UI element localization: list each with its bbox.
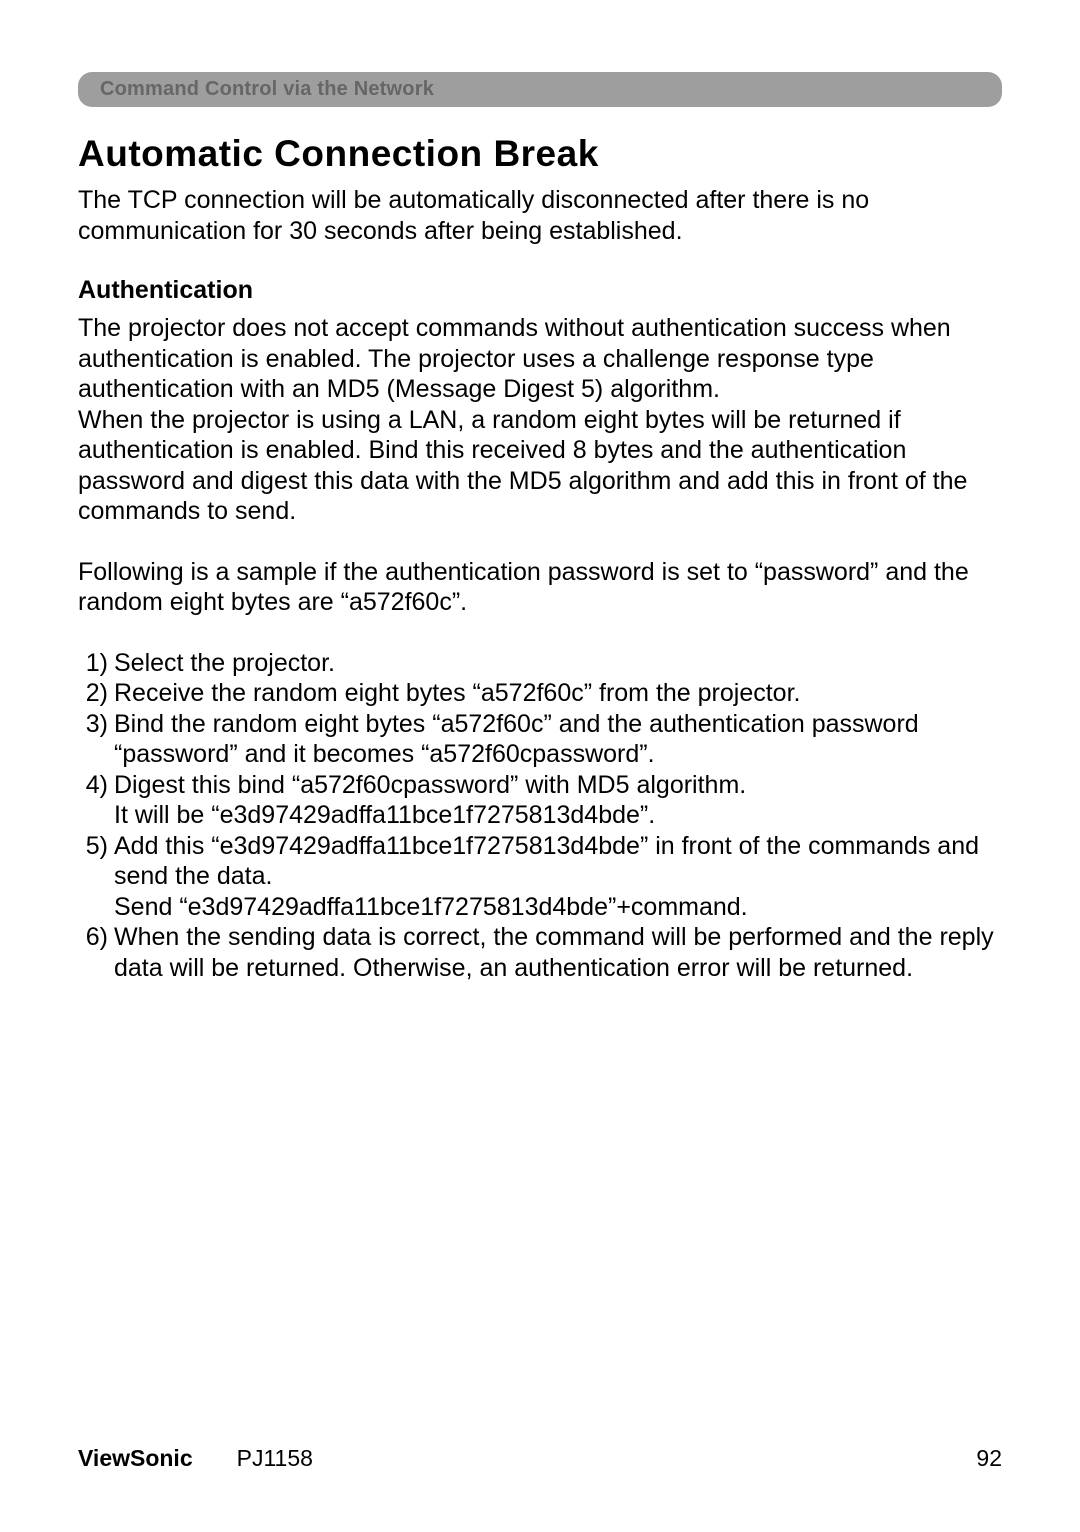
- authentication-paragraph-2: When the projector is using a LAN, a ran…: [78, 405, 1002, 527]
- footer-page-number: 92: [976, 1445, 1002, 1472]
- list-item-text: Bind the random eight bytes “a572f60c” a…: [114, 709, 1002, 770]
- authentication-sample-intro: Following is a sample if the authenticat…: [78, 557, 1002, 618]
- document-page: Command Control via the Network Automati…: [0, 0, 1080, 1532]
- list-item-number: 5): [78, 831, 114, 923]
- section-header-label: Command Control via the Network: [100, 78, 434, 100]
- list-item-text: Receive the random eight bytes “a572f60c…: [114, 678, 1002, 709]
- list-item: 4) Digest this bind “a572f60cpassword” w…: [78, 770, 1002, 831]
- list-item: 3) Bind the random eight bytes “a572f60c…: [78, 709, 1002, 770]
- list-item: 2) Receive the random eight bytes “a572f…: [78, 678, 1002, 709]
- page-footer: ViewSonic PJ1158 92: [78, 1445, 1002, 1472]
- footer-model: PJ1158: [237, 1445, 313, 1472]
- list-item-text: Select the projector.: [114, 648, 1002, 679]
- list-item-number: 1): [78, 648, 114, 679]
- list-item-text: Add this “e3d97429adffa11bce1f7275813d4b…: [114, 831, 1002, 923]
- list-item: 5) Add this “e3d97429adffa11bce1f7275813…: [78, 831, 1002, 923]
- footer-brand: ViewSonic: [78, 1445, 193, 1472]
- list-item-number: 3): [78, 709, 114, 770]
- authentication-paragraph-1: The projector does not accept commands w…: [78, 313, 1002, 405]
- section-header-bar: Command Control via the Network: [78, 72, 1002, 107]
- list-item-number: 6): [78, 922, 114, 983]
- page-title: Automatic Connection Break: [78, 133, 1002, 175]
- intro-paragraph: The TCP connection will be automatically…: [78, 185, 1002, 246]
- list-item: 6) When the sending data is correct, the…: [78, 922, 1002, 983]
- list-item: 1) Select the projector.: [78, 648, 1002, 679]
- steps-list: 1) Select the projector. 2) Receive the …: [78, 648, 1002, 984]
- footer-left: ViewSonic PJ1158: [78, 1445, 313, 1472]
- list-item-number: 2): [78, 678, 114, 709]
- list-item-number: 4): [78, 770, 114, 831]
- list-item-text: When the sending data is correct, the co…: [114, 922, 1002, 983]
- authentication-heading: Authentication: [78, 276, 1002, 305]
- list-item-text: Digest this bind “a572f60cpassword” with…: [114, 770, 1002, 831]
